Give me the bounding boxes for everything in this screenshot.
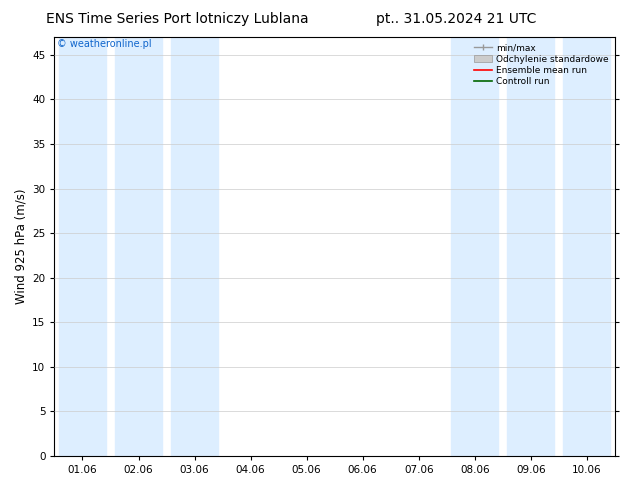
Text: pt.. 31.05.2024 21 UTC: pt.. 31.05.2024 21 UTC xyxy=(377,12,536,26)
Bar xyxy=(171,37,218,456)
Bar xyxy=(451,37,498,456)
Text: © weatheronline.pl: © weatheronline.pl xyxy=(57,39,152,49)
Bar xyxy=(507,37,554,456)
Bar xyxy=(115,37,162,456)
Bar xyxy=(563,37,611,456)
Legend: min/max, Odchylenie standardowe, Ensemble mean run, Controll run: min/max, Odchylenie standardowe, Ensembl… xyxy=(472,42,611,88)
Y-axis label: Wind 925 hPa (m/s): Wind 925 hPa (m/s) xyxy=(15,189,28,304)
Bar xyxy=(59,37,106,456)
Text: ENS Time Series Port lotniczy Lublana: ENS Time Series Port lotniczy Lublana xyxy=(46,12,309,26)
